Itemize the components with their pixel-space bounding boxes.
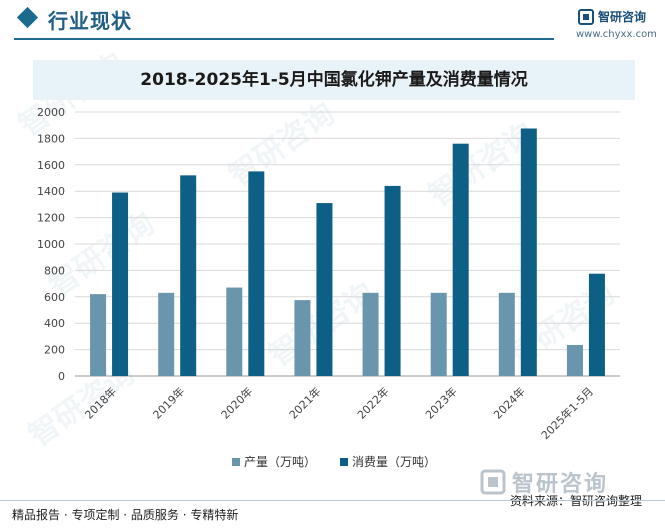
chart-title-bar: 2018-2025年1-5月中国氯化钾产量及消费量情况 bbox=[33, 60, 635, 100]
bar-consumption bbox=[384, 185, 401, 376]
bar-consumption bbox=[248, 171, 265, 376]
y-tick-label: 0 bbox=[58, 370, 65, 383]
y-tick-label: 200 bbox=[44, 344, 65, 357]
x-tick-label: 2022年 bbox=[354, 384, 391, 421]
legend-label: 产量（万吨） bbox=[244, 455, 316, 469]
section-title: 行业现状 bbox=[48, 9, 132, 33]
y-tick-label: 1200 bbox=[37, 212, 65, 225]
x-tick-label: 2021年 bbox=[286, 384, 323, 421]
y-tick-label: 1000 bbox=[37, 238, 65, 251]
header: 行业现状 智研咨询 www.chyxx.com bbox=[0, 0, 665, 42]
legend-label: 消费量（万吨） bbox=[352, 455, 436, 469]
y-tick-label: 1400 bbox=[37, 185, 65, 198]
x-tick-label: 2025年1-5月 bbox=[538, 384, 596, 442]
x-tick-label: 2020年 bbox=[218, 384, 255, 421]
brand-name: 智研咨询 bbox=[598, 10, 647, 24]
bar-production bbox=[226, 287, 243, 376]
x-tick-label: 2018年 bbox=[82, 384, 119, 421]
y-tick-label: 800 bbox=[44, 264, 65, 277]
legend-swatch bbox=[340, 458, 348, 466]
y-tick-label: 400 bbox=[44, 317, 65, 330]
bar-consumption bbox=[112, 192, 129, 376]
brand-logo-icon bbox=[578, 8, 594, 25]
bar-consumption bbox=[452, 143, 469, 376]
bar-consumption bbox=[588, 273, 605, 376]
bar-chart: 0 200 400 600 800 1000 1200 1400 1600 1800 2000 201… bbox=[37, 106, 620, 469]
footer-logo-icon bbox=[480, 469, 506, 495]
bar-production bbox=[158, 292, 175, 376]
y-tick-label: 2000 bbox=[37, 106, 65, 119]
y-tick-label: 1600 bbox=[37, 159, 65, 172]
bar-production bbox=[430, 292, 447, 376]
footer-services: 精品报告 · 专项定制 · 品质服务 · 专精特新 bbox=[12, 508, 239, 522]
legend-swatch bbox=[232, 458, 240, 466]
data-source: 资料来源：智研咨询整理 bbox=[510, 494, 643, 508]
diamond-icon bbox=[16, 6, 39, 29]
bar-production bbox=[498, 292, 515, 376]
header-divider bbox=[14, 38, 554, 40]
bar-production bbox=[362, 292, 379, 376]
bar-consumption bbox=[316, 203, 333, 376]
brand-logo: 智研咨询 bbox=[578, 8, 646, 25]
y-tick-label: 600 bbox=[44, 291, 65, 304]
bar-consumption bbox=[180, 175, 197, 376]
brand-url: www.chyxx.com bbox=[576, 29, 657, 40]
chart-title: 2018-2025年1-5月中国氯化钾产量及消费量情况 bbox=[140, 70, 528, 90]
y-tick-label: 1800 bbox=[37, 132, 65, 145]
x-tick-label: 2024年 bbox=[490, 384, 527, 421]
x-tick-label: 2023年 bbox=[422, 384, 459, 421]
footer-logo: 智研咨询 bbox=[480, 466, 608, 498]
bar-consumption bbox=[520, 128, 537, 376]
bar-production bbox=[294, 300, 311, 376]
bar-production bbox=[90, 294, 107, 376]
x-tick-label: 2019年 bbox=[150, 384, 187, 421]
bar-production bbox=[566, 344, 583, 376]
footer-logo-text: 智研咨询 bbox=[512, 472, 609, 497]
footer-divider bbox=[0, 500, 665, 501]
